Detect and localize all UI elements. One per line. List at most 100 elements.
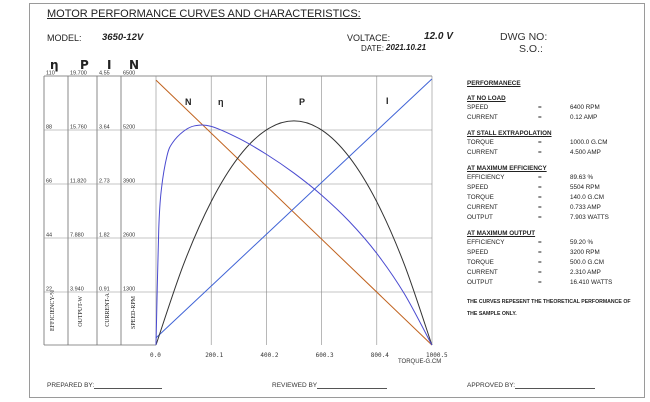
perf-equals: = [538,279,542,286]
y-tick-3-3: 2600 [123,233,135,239]
dwg-no-label: DWG NO: [500,31,548,43]
perf-equals: = [538,149,542,156]
perf-key: SPEED [467,249,489,256]
prepared-by-label: PREPARED BY: [47,382,95,389]
current-curve-label: I [386,96,389,106]
perf-equals: = [538,259,542,266]
date-label: DATE: [361,44,384,53]
perf-section-heading: AT STALL EXTRAPOLATION [467,130,552,137]
perf-key: SPEED [467,104,489,111]
perf-row: CURRENT = 0.12 AMP [467,113,637,123]
prepared-by: PREPARED BY: [47,382,163,389]
perf-key: EFFICIENCY [467,174,505,181]
perf-row: EFFICIENCY = 89.63 % [467,173,637,183]
y-tick-0-3: 6500 [123,71,135,77]
series-line-eta [155,124,433,346]
y-tick-4-0: 22 [46,287,52,293]
y-tick-4-3: 1300 [123,287,135,293]
approved-by: APPROVED BY: [467,382,596,389]
perf-value: 0.733 AMP [570,204,601,211]
y-tick-0-1: 19.700 [70,71,87,77]
perf-key: OUTPUT [467,279,493,286]
perf-key: EFFICIENCY [467,239,505,246]
approved-by-label: APPROVED BY: [467,382,516,389]
output-curve-label: P [299,97,306,107]
y-tick-3-0: 44 [46,233,52,239]
y-tick-1-3: 5200 [123,125,135,131]
x-tick-2: 400.2 [260,352,278,359]
x-tick-3: 600.3 [316,352,334,359]
speed-curve-label: N [185,97,192,107]
perf-value: 16.410 WATTS [570,279,613,286]
perf-equals: = [538,249,542,256]
efficiency-curve-label: η [218,97,224,107]
col-head-output: P [80,58,89,72]
perf-equals: = [538,269,542,276]
perf-row: CURRENT = 0.733 AMP [467,203,637,213]
perf-row: CURRENT = 2.310 AMP [467,268,637,278]
perf-equals: = [538,239,542,246]
perf-value: 89.63 % [570,174,594,181]
perf-key: CURRENT [467,204,498,211]
perf-value: 6400 RPM [570,104,600,111]
perf-equals: = [538,104,542,111]
perf-value: 500.0 G.CM [570,259,604,266]
perf-key: TORQUE [467,259,494,266]
y-tick-1-1: 15.760 [70,125,87,131]
y-tick-3-1: 7.880 [70,233,84,239]
series-line-P [155,120,433,346]
perf-value: 140.0 G.CM [570,194,604,201]
y-tick-2-3: 3900 [123,179,135,185]
current-unit-label: CURRENT-A [105,293,111,327]
voltage-value: 12.0 V [424,31,453,42]
y-tick-2-2: 2.73 [99,179,110,185]
col-head-current: I [107,58,112,72]
perf-key: CURRENT [467,149,498,156]
y-tick-2-0: 66 [46,179,52,185]
perf-section-heading: AT MAXIMUM OUTPUT [467,230,536,237]
perf-row: SPEED = 3200 RPM [467,248,637,258]
x-tick-5: 1000.5 [426,352,448,359]
perf-key: TORQUE [467,139,494,146]
y-tick-0-0: 110 [46,71,55,77]
x-tick-0: 0.0 [150,352,161,359]
approved-by-line [515,382,596,389]
perf-key: OUTPUT [467,214,493,221]
y-tick-1-0: 88 [46,125,52,131]
model-label: MODEL: [47,33,82,43]
model-value: 3650-12V [102,32,144,43]
disclaimer-note: THE CURVES REPESENT THE THEORETICAL PERF… [467,299,631,317]
drawing-sheet [29,3,645,398]
perf-equals: = [538,174,542,181]
perf-key: CURRENT [467,269,498,276]
perf-row: OUTPUT = 16.410 WATTS [467,278,637,288]
perf-value: 0.12 AMP [570,114,598,121]
page-title: MOTOR PERFORMANCE CURVES AND CHARACTERIS… [47,8,361,20]
voltage-label: VOLTACE: [347,33,391,43]
reviewed-by-line [317,382,388,389]
col-head-speed: N [129,58,140,72]
performance-panel: PERFORMANECE AT NO LOAD SPEED = 6400 RPM CUR… [467,79,637,320]
perf-value: 4.500 AMP [570,149,601,156]
reviewed-by-label: REVIEWED BY [272,382,318,389]
performance-title: PERFORMANECE [467,80,521,87]
perf-value: 3200 RPM [570,249,600,256]
x-tick-1: 200.1 [205,352,223,359]
perf-value: 2.310 AMP [570,269,601,276]
speed-unit-label: SPEED-RPM [131,296,137,330]
perf-key: SPEED [467,184,489,191]
perf-row: SPEED = 6400 RPM [467,103,637,113]
perf-row: SPEED = 5504 RPM [467,183,637,193]
perf-value: 1000.0 G.CM [570,139,608,146]
perf-equals: = [538,194,542,201]
y-tick-2-1: 11.820 [70,179,86,185]
perf-row: CURRENT = 4.500 AMP [467,148,637,158]
perf-row: OUTPUT = 7.903 WATTS [467,213,637,223]
y-tick-4-2: 0.91 [99,287,110,293]
perf-value: 5504 RPM [570,184,600,191]
output-unit-label: OUTPUT-W [78,296,84,327]
perf-section-heading: AT MAXIMUM EFFICIENCY [467,165,547,172]
date-value: 2021.10.21 [386,43,427,52]
perf-row: TORQUE = 1000.0 G.CM [467,138,637,148]
